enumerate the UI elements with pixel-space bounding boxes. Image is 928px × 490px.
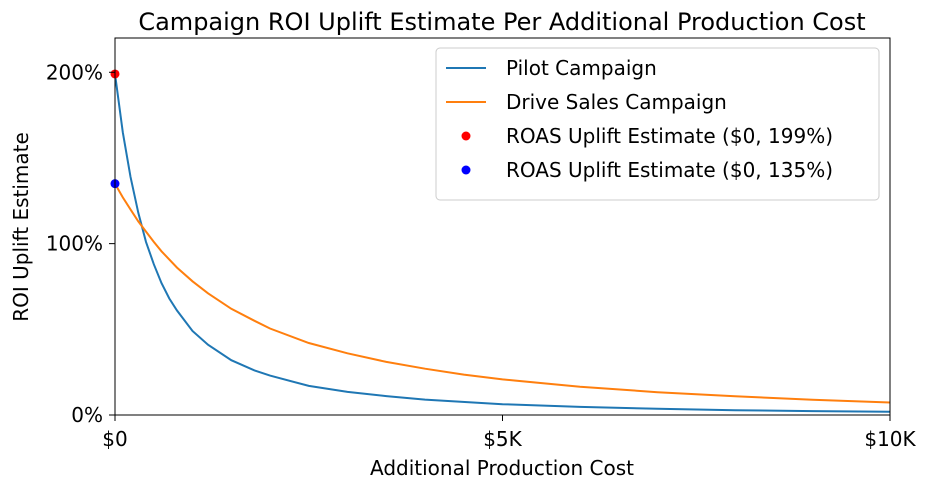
legend: Pilot Campaign Drive Sales Campaign ROAS U… <box>435 47 880 201</box>
legend-marker <box>461 131 471 141</box>
legend-marker <box>461 165 471 175</box>
series-line-1 <box>114 183 891 404</box>
y-tick-label: 0% <box>71 403 103 427</box>
legend-label: ROAS Uplift Estimate ($0, 135%) <box>506 158 833 182</box>
chart-title: Campaign ROI Uplift Estimate Per Additio… <box>138 8 865 36</box>
y-tick-label: 100% <box>46 232 103 256</box>
x-axis-label: Additional Production Cost <box>370 456 634 480</box>
legend-label: Pilot Campaign <box>506 56 657 80</box>
x-tick-label: $0 <box>102 427 127 451</box>
series-line-0 <box>114 73 891 413</box>
legend-label: ROAS Uplift Estimate ($0, 199%) <box>506 124 833 148</box>
x-tick-label: $10K <box>864 427 916 451</box>
y-axis-label: ROI Uplift Estimate <box>9 132 33 322</box>
legend-box <box>435 47 880 201</box>
x-tick-label: $5K <box>483 427 522 451</box>
y-tick-label: 200% <box>46 60 103 84</box>
legend-label: Drive Sales Campaign <box>506 90 727 114</box>
